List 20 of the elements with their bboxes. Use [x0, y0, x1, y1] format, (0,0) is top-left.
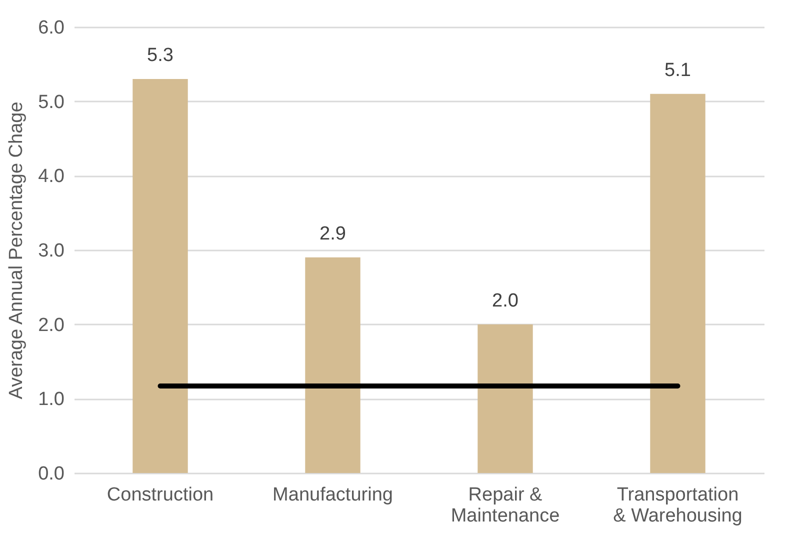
y-tick-label: 1.0	[38, 389, 64, 410]
data-label: 5.1	[664, 60, 691, 81]
data-label: 5.3	[147, 45, 174, 66]
bar	[650, 94, 706, 473]
x-tick-label: Construction	[106, 484, 214, 506]
x-tick-label: Repair & Maintenance	[450, 484, 560, 526]
data-label: 2.9	[320, 223, 346, 244]
bar	[305, 257, 360, 473]
y-tick-label: 4.0	[38, 166, 64, 188]
x-tick-label: Manufacturing	[272, 484, 393, 506]
y-tick-label: 6.0	[38, 18, 64, 38]
data-label: 2.0	[492, 290, 518, 312]
bar	[132, 79, 188, 473]
bar	[478, 324, 533, 473]
y-tick-label: 3.0	[38, 240, 64, 262]
x-tick-label: Transportation & Warehousing	[613, 484, 742, 526]
y-tick-label: 5.0	[38, 92, 64, 113]
y-tick-label: 2.0	[38, 314, 64, 336]
y-axis-title: Average Annual Percentage Chage	[6, 102, 28, 400]
y-tick-label: 0.0	[38, 464, 64, 484]
